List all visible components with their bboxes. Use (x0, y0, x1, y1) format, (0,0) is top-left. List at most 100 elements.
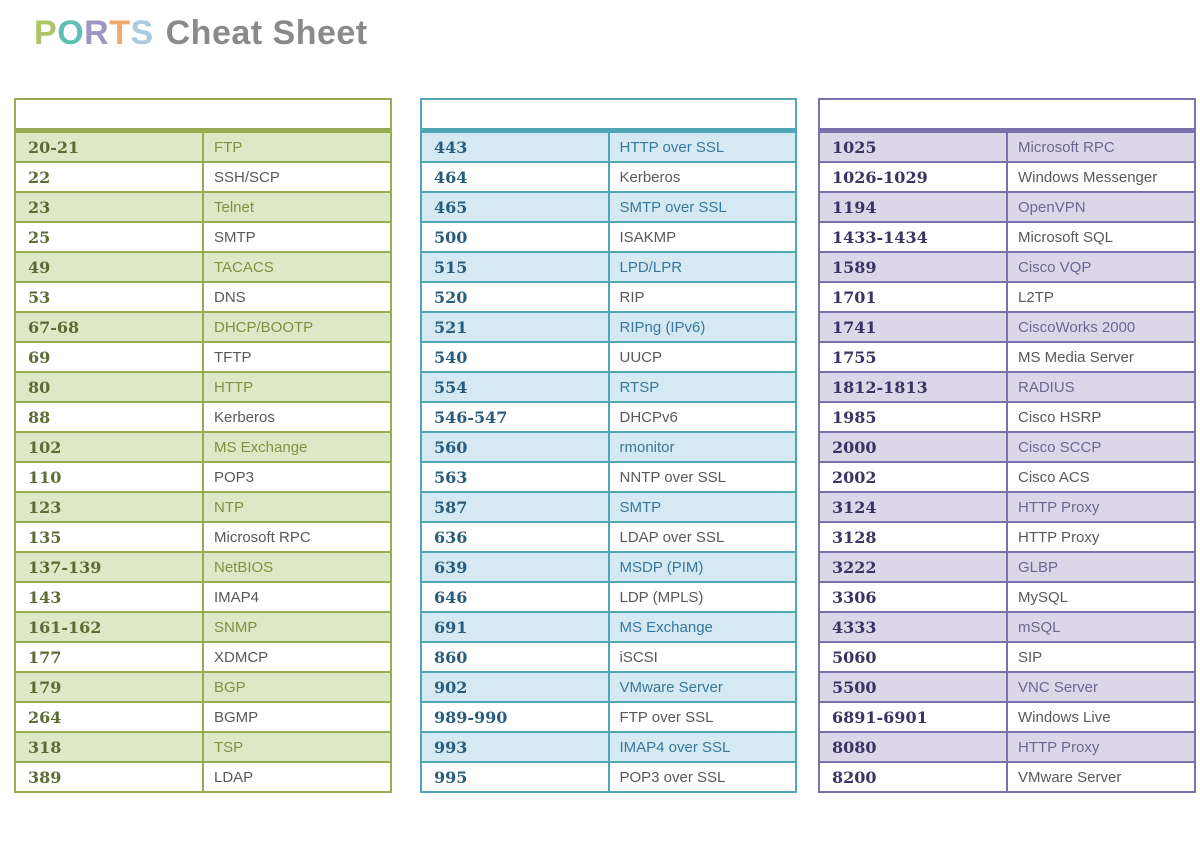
service-name-cell: SMTP (607, 491, 797, 523)
table-row: 1755 MS Media Server (818, 341, 1196, 373)
service-name-cell: BGP (202, 671, 392, 703)
title-letter: T (109, 14, 131, 52)
service-name-cell: DNS (202, 281, 392, 313)
table-row: 636 LDAP over SSL (420, 521, 797, 553)
service-name-cell: MS Exchange (202, 431, 392, 463)
port-number-cell: 318 (14, 731, 204, 763)
table-row: 5060 SIP (818, 641, 1196, 673)
port-number-cell: 1433-1434 (818, 221, 1008, 253)
table-row: 995 POP3 over SSL (420, 761, 797, 793)
service-name-cell: HTTP Proxy (1006, 521, 1196, 553)
high-range-ports-table: 1025 Microsoft RPC 1026-1029 Windows Messen… (818, 98, 1196, 793)
port-number-cell: 161-162 (14, 611, 204, 643)
table-header-cell (14, 98, 392, 133)
port-number-cell: 389 (14, 761, 204, 793)
service-name-cell: CiscoWorks 2000 (1006, 311, 1196, 343)
table-row: 639 MSDP (PIM) (420, 551, 797, 583)
service-name-cell: Microsoft RPC (202, 521, 392, 553)
service-name-cell: VNC Server (1006, 671, 1196, 703)
table-row: 465 SMTP over SSL (420, 191, 797, 223)
port-number-cell: 902 (420, 671, 610, 703)
port-number-cell: 563 (420, 461, 610, 493)
port-number-cell: 1741 (818, 311, 1008, 343)
port-number-cell: 443 (420, 129, 610, 163)
service-name-cell: Microsoft RPC (1006, 129, 1196, 163)
table-row: 1025 Microsoft RPC (818, 129, 1196, 163)
table-row: 1985 Cisco HSRP (818, 401, 1196, 433)
port-number-cell: 993 (420, 731, 610, 763)
table-row: 389 LDAP (14, 761, 392, 793)
port-number-cell: 1025 (818, 129, 1008, 163)
title-rest-text: Cheat Sheet (155, 14, 368, 52)
port-number-cell: 123 (14, 491, 204, 523)
port-number-cell: 540 (420, 341, 610, 373)
service-name-cell: TFTP (202, 341, 392, 373)
table-row: 102 MS Exchange (14, 431, 392, 463)
table-header-row (14, 98, 392, 133)
table-row: 5500 VNC Server (818, 671, 1196, 703)
table-row: 67-68 DHCP/BOOTP (14, 311, 392, 343)
table-row: 20-21 FTP (14, 129, 392, 163)
table-row: 554 RTSP (420, 371, 797, 403)
table-row: 989-990 FTP over SSL (420, 701, 797, 733)
title-letter: R (84, 14, 110, 52)
service-name-cell: LPD/LPR (607, 251, 797, 283)
table-row: 1433-1434 Microsoft SQL (818, 221, 1196, 253)
service-name-cell: L2TP (1006, 281, 1196, 313)
table-row: 4333 mSQL (818, 611, 1196, 643)
service-name-cell: Cisco HSRP (1006, 401, 1196, 433)
service-name-cell: Windows Live (1006, 701, 1196, 733)
port-number-cell: 179 (14, 671, 204, 703)
service-name-cell: POP3 (202, 461, 392, 493)
service-name-cell: OpenVPN (1006, 191, 1196, 223)
table-row: 143 IMAP4 (14, 581, 392, 613)
table-row: 53 DNS (14, 281, 392, 313)
table-row: 177 XDMCP (14, 641, 392, 673)
service-name-cell: MSDP (PIM) (607, 551, 797, 583)
service-name-cell: LDAP (202, 761, 392, 793)
service-name-cell: MS Media Server (1006, 341, 1196, 373)
mid-range-ports-table: 443 HTTP over SSL 464 Kerberos 465 SMTP over … (420, 98, 797, 793)
page-title: PORTS Cheat Sheet (34, 14, 368, 53)
service-name-cell: RADIUS (1006, 371, 1196, 403)
port-number-cell: 691 (420, 611, 610, 643)
port-number-cell: 587 (420, 491, 610, 523)
table-row: 520 RIP (420, 281, 797, 313)
service-name-cell: DHCPv6 (607, 401, 797, 433)
service-name-cell: ISAKMP (607, 221, 797, 253)
port-number-cell: 8200 (818, 761, 1008, 793)
title-letter: P (34, 14, 58, 52)
service-name-cell: HTTP (202, 371, 392, 403)
service-name-cell: NTP (202, 491, 392, 523)
service-name-cell: MS Exchange (607, 611, 797, 643)
port-number-cell: 3124 (818, 491, 1008, 523)
port-number-cell: 515 (420, 251, 610, 283)
service-name-cell: SMTP over SSL (607, 191, 797, 223)
service-name-cell: SMTP (202, 221, 392, 253)
port-number-cell: 1026-1029 (818, 161, 1008, 193)
port-number-cell: 554 (420, 371, 610, 403)
table-row: 1701 L2TP (818, 281, 1196, 313)
table-row: 2002 Cisco ACS (818, 461, 1196, 493)
service-name-cell: Telnet (202, 191, 392, 223)
table-row: 1589 Cisco VQP (818, 251, 1196, 283)
port-number-cell: 520 (420, 281, 610, 313)
service-name-cell: TSP (202, 731, 392, 763)
port-number-cell: 69 (14, 341, 204, 373)
service-name-cell: rmonitor (607, 431, 797, 463)
service-name-cell: iSCSI (607, 641, 797, 673)
table-row: 69 TFTP (14, 341, 392, 373)
table-row: 500 ISAKMP (420, 221, 797, 253)
port-number-cell: 264 (14, 701, 204, 733)
service-name-cell: HTTP over SSL (607, 129, 797, 163)
table-row: 560 rmonitor (420, 431, 797, 463)
table-row: 521 RIPng (IPv6) (420, 311, 797, 343)
service-name-cell: Microsoft SQL (1006, 221, 1196, 253)
table-row: 691 MS Exchange (420, 611, 797, 643)
service-name-cell: HTTP Proxy (1006, 731, 1196, 763)
service-name-cell: VMware Server (607, 671, 797, 703)
port-number-cell: 1755 (818, 341, 1008, 373)
port-number-cell: 1589 (818, 251, 1008, 283)
service-name-cell: MySQL (1006, 581, 1196, 613)
port-number-cell: 88 (14, 401, 204, 433)
